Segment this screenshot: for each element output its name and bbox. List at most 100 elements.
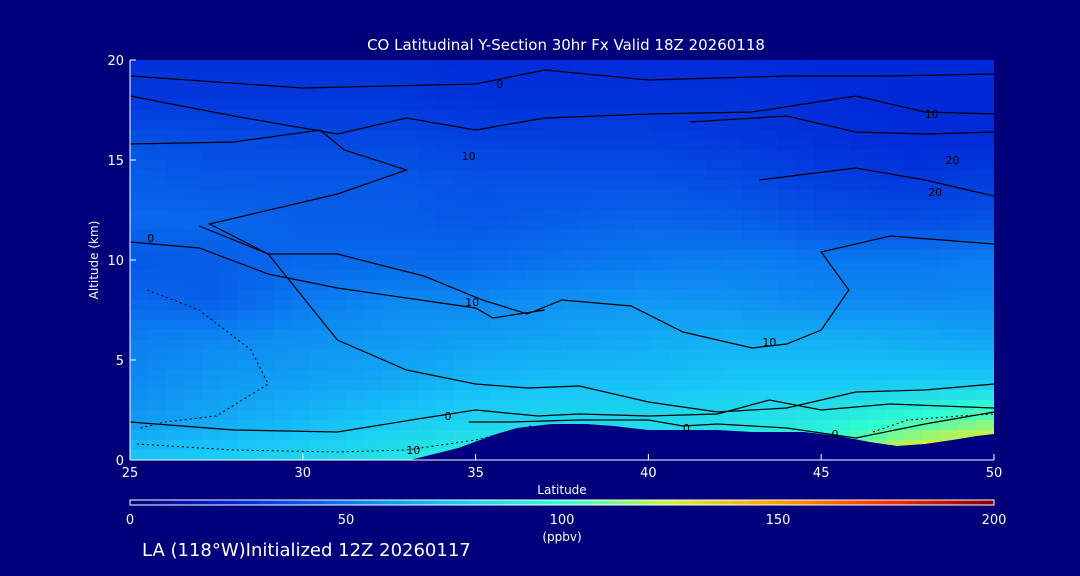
field-cell xyxy=(328,370,347,381)
field-cell xyxy=(886,130,905,141)
field-cell xyxy=(490,260,509,271)
field-cell xyxy=(274,300,293,311)
field-cell xyxy=(616,90,635,101)
field-cell xyxy=(202,270,221,281)
field-cell xyxy=(418,230,437,241)
field-cell xyxy=(544,320,563,331)
field-cell xyxy=(796,380,815,391)
field-cell xyxy=(238,400,257,411)
field-cell xyxy=(652,270,671,281)
field-cell xyxy=(130,390,149,401)
field-cell xyxy=(940,250,959,261)
field-cell xyxy=(742,310,761,321)
field-cell xyxy=(904,320,923,331)
field-cell xyxy=(868,200,887,211)
field-cell xyxy=(526,330,545,341)
field-cell xyxy=(328,320,347,331)
field-cell xyxy=(436,180,455,191)
field-cell xyxy=(976,230,994,241)
field-cell xyxy=(544,220,563,231)
field-cell xyxy=(238,220,257,231)
field-cell xyxy=(184,80,203,91)
field-cell xyxy=(310,330,329,341)
field-cell xyxy=(598,190,617,201)
field-cell xyxy=(850,100,869,111)
field-cell xyxy=(472,320,491,331)
y-tick-label: 0 xyxy=(116,454,124,469)
field-cell xyxy=(580,400,599,411)
field-cell xyxy=(958,430,977,441)
field-cell xyxy=(184,190,203,201)
field-cell xyxy=(778,270,797,281)
field-cell xyxy=(148,390,167,401)
field-cell xyxy=(670,200,689,211)
field-cell xyxy=(184,160,203,171)
field-cell xyxy=(148,250,167,261)
field-cell xyxy=(940,80,959,91)
field-cell xyxy=(814,270,833,281)
field-cell xyxy=(184,430,203,441)
field-cell xyxy=(670,130,689,141)
chart-title: CO Latitudinal Y-Section 30hr Fx Valid 1… xyxy=(367,36,765,54)
field-cell xyxy=(472,390,491,401)
field-cell xyxy=(274,150,293,161)
field-cell xyxy=(508,80,527,91)
field-cell xyxy=(778,150,797,161)
field-cell xyxy=(670,290,689,301)
field-cell xyxy=(850,220,869,231)
field-cell xyxy=(436,130,455,141)
field-cell xyxy=(526,100,545,111)
field-cell xyxy=(382,220,401,231)
field-cell xyxy=(382,210,401,221)
field-cell xyxy=(292,170,311,181)
field-cell xyxy=(184,390,203,401)
field-cell xyxy=(202,120,221,131)
field-cell xyxy=(256,440,275,451)
field-cell xyxy=(850,240,869,251)
field-cell xyxy=(652,280,671,291)
field-cell xyxy=(598,330,617,341)
field-cell xyxy=(958,360,977,371)
field-cell xyxy=(382,260,401,271)
field-cell xyxy=(220,80,239,91)
field-cell xyxy=(742,100,761,111)
field-cell xyxy=(634,110,653,121)
contour-label: 10 xyxy=(465,296,479,309)
field-cell xyxy=(472,260,491,271)
field-cell xyxy=(238,420,257,431)
field-cell xyxy=(328,210,347,221)
field-cell xyxy=(616,400,635,411)
field-cell xyxy=(202,200,221,211)
field-cell xyxy=(742,170,761,181)
field-cell xyxy=(274,250,293,261)
field-cell xyxy=(418,100,437,111)
field-cell xyxy=(670,110,689,121)
field-cell xyxy=(850,270,869,281)
field-cell xyxy=(922,180,941,191)
field-cell xyxy=(706,340,725,351)
field-cell xyxy=(508,410,527,421)
field-cell xyxy=(724,290,743,301)
contour-lines xyxy=(130,69,994,453)
field-cell xyxy=(328,340,347,351)
field-cell xyxy=(904,330,923,341)
field-cell xyxy=(940,100,959,111)
field-cell xyxy=(202,430,221,441)
field-cell xyxy=(238,410,257,421)
field-cell xyxy=(598,150,617,161)
field-cell xyxy=(958,60,977,71)
field-cell xyxy=(958,260,977,271)
field-cell xyxy=(634,210,653,221)
colorbar-ticks: 0 50 100 150 200 xyxy=(126,513,1007,528)
field-cell xyxy=(202,60,221,71)
field-cell xyxy=(256,270,275,281)
field-cell xyxy=(562,380,581,391)
x-tick-label: 50 xyxy=(986,466,1003,481)
field-cell xyxy=(130,420,149,431)
field-cell xyxy=(436,370,455,381)
field-cell xyxy=(688,380,707,391)
field-cell xyxy=(436,300,455,311)
field-cell xyxy=(958,200,977,211)
field-cell xyxy=(652,240,671,251)
field-cell xyxy=(706,60,725,71)
